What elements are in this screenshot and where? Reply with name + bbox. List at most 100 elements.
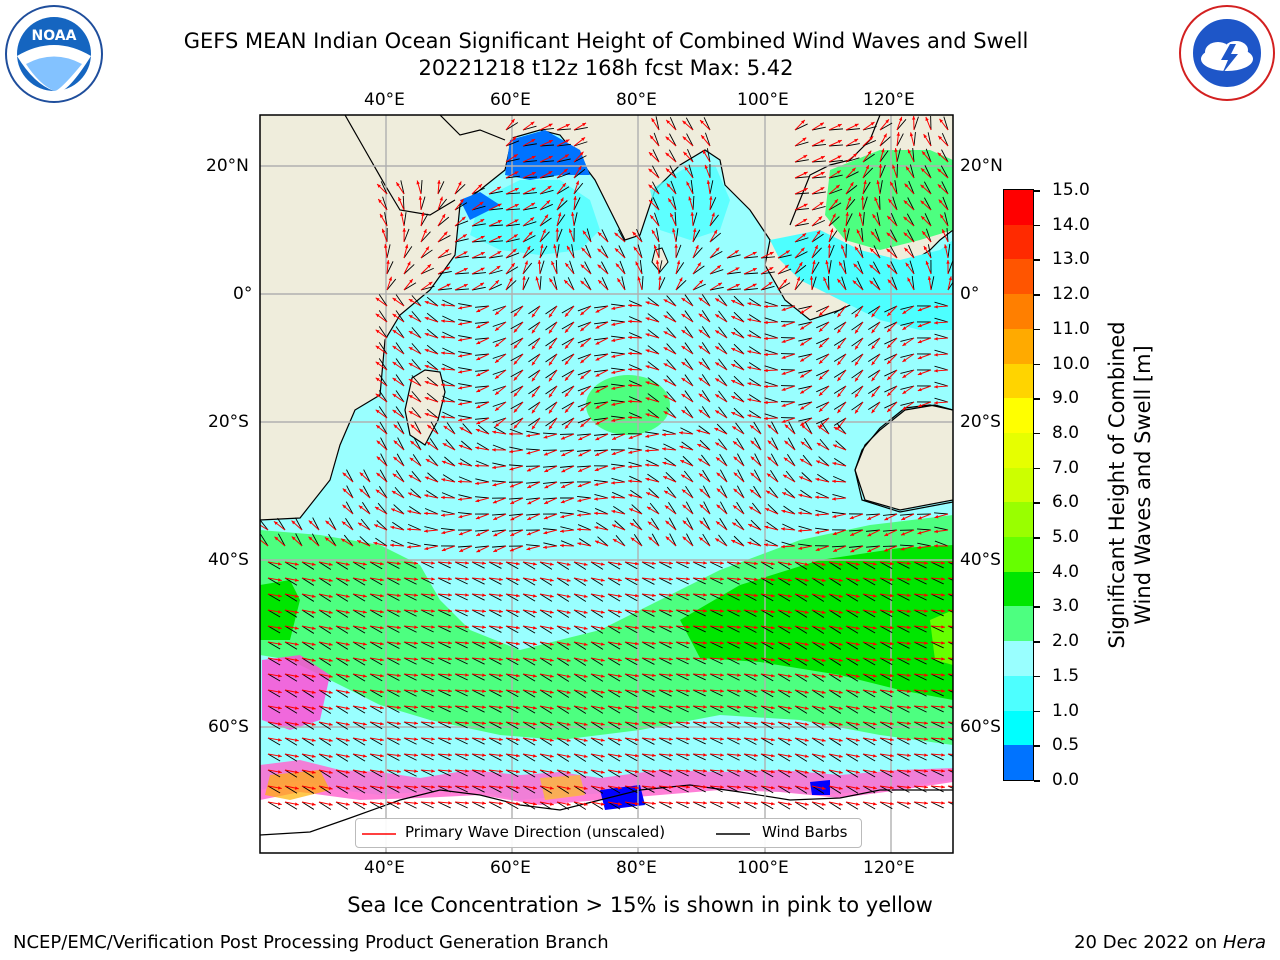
wind-barb bbox=[876, 212, 881, 227]
wave-direction-arrowhead bbox=[821, 610, 826, 614]
wave-direction-arrowhead bbox=[632, 231, 637, 236]
wind-barb bbox=[646, 459, 660, 467]
wave-direction-arrowhead bbox=[475, 498, 480, 503]
wind-barb bbox=[607, 737, 621, 746]
wave-direction-arrowhead bbox=[392, 473, 397, 478]
wave-direction-arrowhead bbox=[737, 737, 741, 741]
wind-barb bbox=[777, 801, 791, 810]
wave-direction-arrowhead bbox=[566, 802, 571, 806]
wave-direction-arrowhead bbox=[345, 658, 350, 662]
wind-barb bbox=[311, 533, 320, 547]
wave-direction-arrowhead bbox=[465, 721, 469, 725]
wind-barb bbox=[782, 523, 796, 531]
wave-direction-arrowhead bbox=[441, 303, 445, 307]
wind-barb bbox=[794, 223, 809, 227]
wind-barb bbox=[845, 801, 859, 810]
wave-direction-arrowhead bbox=[747, 350, 752, 354]
wave-direction-arrowhead bbox=[582, 122, 587, 127]
wind-barb bbox=[380, 181, 388, 195]
wind-barb bbox=[573, 641, 587, 650]
wind-barb bbox=[471, 286, 486, 291]
wind-barb bbox=[718, 294, 728, 307]
wind-barb bbox=[312, 517, 320, 531]
wind-barb bbox=[426, 344, 439, 355]
wave-direction-arrow bbox=[947, 673, 953, 675]
wave-direction-arrowhead bbox=[958, 609, 962, 612]
wind-barb bbox=[454, 593, 468, 601]
wave-direction-arrowhead bbox=[787, 578, 792, 582]
wind-barb bbox=[658, 277, 666, 291]
wave-direction-arrowhead bbox=[495, 359, 499, 363]
wind-barb bbox=[386, 753, 400, 761]
wind-barb bbox=[811, 641, 825, 650]
wave-direction-arrowhead bbox=[787, 770, 792, 774]
wave-direction-arrowhead bbox=[698, 297, 703, 302]
wave-direction-arrowhead bbox=[720, 737, 724, 741]
wind-barb bbox=[403, 705, 417, 713]
wave-direction-arrowhead bbox=[872, 610, 877, 614]
wave-direction-arrowhead bbox=[549, 642, 554, 646]
wind-barb bbox=[726, 254, 741, 259]
wave-direction-arrowhead bbox=[782, 492, 787, 496]
wave-direction-arrowhead bbox=[764, 525, 769, 529]
wave-direction-arrowhead bbox=[934, 305, 938, 309]
wind-barb bbox=[798, 321, 813, 326]
wave-direction-arrowhead bbox=[393, 424, 398, 429]
wave-direction-arrow bbox=[947, 593, 953, 595]
wave-direction-arrowhead bbox=[924, 577, 928, 581]
wind-barb bbox=[403, 785, 417, 793]
wind-barb bbox=[386, 737, 400, 745]
wind-barb bbox=[611, 319, 626, 323]
wind-barb bbox=[845, 625, 859, 634]
colorbar-tick-label: 12.0 bbox=[1052, 284, 1090, 305]
wave-direction-arrowhead bbox=[869, 248, 874, 252]
wave-direction-arrowhead bbox=[526, 433, 530, 438]
wave-direction-arrowhead bbox=[941, 673, 945, 677]
wind-barb bbox=[743, 705, 757, 713]
wind-barb bbox=[539, 769, 553, 778]
wind-barb bbox=[913, 641, 927, 649]
wave-direction-arrowhead bbox=[482, 673, 486, 677]
wave-direction-arrowhead bbox=[855, 313, 859, 318]
wave-direction-arrowhead bbox=[580, 423, 585, 428]
wave-direction-arrowhead bbox=[666, 119, 670, 124]
wind-barb bbox=[862, 689, 876, 698]
wind-barb bbox=[748, 298, 762, 307]
wave-direction-arrowhead bbox=[635, 577, 639, 582]
wind-barb bbox=[866, 529, 881, 532]
wind-barb bbox=[403, 609, 417, 617]
wind-barb bbox=[403, 264, 415, 275]
wind-barb bbox=[641, 641, 655, 649]
wind-barb bbox=[684, 310, 694, 323]
wave-direction-arrowhead bbox=[920, 200, 925, 205]
wave-direction-arrowhead bbox=[872, 674, 877, 678]
wind-barb bbox=[663, 443, 677, 451]
wave-direction-arrowhead bbox=[804, 802, 809, 806]
wave-direction-arrowhead bbox=[543, 545, 547, 549]
wind-barb bbox=[845, 673, 859, 682]
wind-barb bbox=[409, 506, 422, 515]
wind-barb bbox=[743, 256, 758, 259]
wave-direction-arrowhead bbox=[764, 336, 768, 341]
wind-barb bbox=[639, 260, 643, 275]
wave-direction-arrowhead bbox=[800, 310, 805, 314]
wave-direction-arrowhead bbox=[424, 348, 429, 353]
wind-barb bbox=[851, 353, 864, 363]
wave-direction-arrowhead bbox=[854, 123, 859, 128]
wind-barb bbox=[573, 753, 587, 762]
wind-barb bbox=[539, 203, 553, 211]
wave-direction-arrowhead bbox=[715, 346, 720, 350]
wave-direction-arrowhead bbox=[668, 198, 672, 203]
wind-barb bbox=[475, 337, 490, 340]
lon-tick-bottom-120E: 120°E bbox=[863, 858, 915, 878]
wave-direction-arrowhead bbox=[561, 468, 566, 473]
wind-barb bbox=[583, 277, 592, 291]
wind-barb bbox=[647, 361, 660, 371]
wind-barb bbox=[420, 689, 434, 697]
wave-direction-arrowhead bbox=[448, 689, 452, 693]
wave-direction-arrow bbox=[947, 609, 953, 611]
wave-direction-arrowhead bbox=[542, 229, 546, 234]
wind-barb bbox=[675, 705, 689, 713]
wind-barb bbox=[594, 385, 609, 389]
wind-barb bbox=[607, 625, 621, 634]
